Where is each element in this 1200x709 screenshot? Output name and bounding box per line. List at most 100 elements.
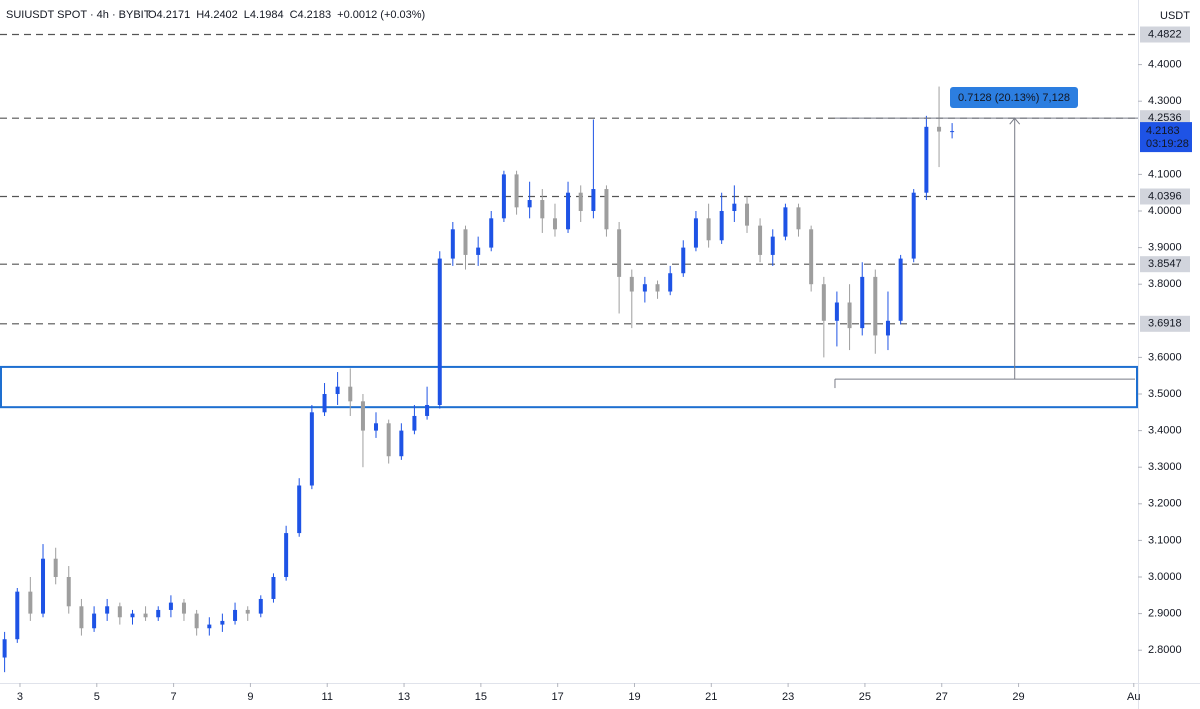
candle-body [425,404,430,416]
candle-body [732,203,737,212]
candle-body [629,276,634,292]
candle-body [578,192,583,212]
level-label: 3.6918 [1148,318,1182,330]
candle-body [719,211,724,241]
x-tick-label: 3 [17,691,23,703]
candle-body [258,598,263,614]
x-tick-label: 13 [398,691,410,703]
candle-body [156,609,161,618]
candle-body [950,131,955,133]
candle-body [809,229,814,285]
candle-body [860,276,865,329]
candle-body [168,602,173,610]
candle-body [399,430,404,457]
candle-body [655,284,660,292]
measure-label: 0.7128 (20.13%) 7,128 [958,92,1070,104]
y-tick-label: 3.0000 [1148,571,1182,583]
candle-body [2,639,7,658]
zone-box [0,365,1138,409]
candle-body [668,273,673,292]
last-price-bg [1140,122,1192,153]
level-label-bg [1140,315,1190,332]
candle-body [604,189,609,230]
candle-body [374,423,379,431]
candle-body [348,386,353,402]
candle-body [706,218,711,241]
candle-body [770,236,775,255]
candle-body [207,624,212,629]
candle-body [297,485,302,534]
level-label-bg [1140,26,1190,43]
candle-body [745,203,750,226]
candle-body [783,207,788,237]
ohlc-value: O4.2171 [148,9,190,21]
candle-body [117,606,122,618]
candle-body [412,415,417,431]
x-tick-label: 5 [94,691,100,703]
candle-body [476,247,481,255]
candle-body [28,591,33,614]
ohlc-value: L4.1984 [244,9,284,21]
ohlc-value: C4.2183 [290,9,332,21]
y-tick-label: 4.3000 [1148,95,1182,107]
currency: USDT [1160,10,1190,22]
candle-body [437,258,442,405]
x-tick-label: 7 [171,691,177,703]
x-tick-label: 15 [475,691,487,703]
candle-body [885,320,890,336]
y-tick-label: 3.2000 [1148,498,1182,510]
candle-body [130,613,135,618]
y-tick-label: 2.9000 [1148,608,1182,620]
x-tick-label: 21 [705,691,717,703]
candle-body [220,620,225,625]
level-label-bg [1140,256,1190,273]
candle-body [617,229,622,277]
candle-body [309,412,314,486]
level-label-bg [1140,188,1190,205]
y-tick-label: 3.3000 [1148,461,1182,473]
candle-body [834,302,839,321]
symbol: SUIUSDT SPOT · 4h · BYBIT [6,9,151,21]
candle-body [181,602,186,614]
candle-body [501,174,506,219]
y-tick-label: 3.9000 [1148,242,1182,254]
level-label: 4.2536 [1148,112,1182,124]
y-tick-label: 3.6000 [1148,351,1182,363]
candle-body [873,276,878,336]
level-label: 3.8547 [1148,258,1182,270]
x-tick-label: 11 [322,691,333,703]
y-tick-label: 4.0000 [1148,205,1182,217]
candle-body [898,258,903,321]
candle-body [105,606,110,614]
y-tick-label: 4.1000 [1148,168,1182,180]
y-tick-label: 4.4000 [1148,59,1182,71]
candle-body [552,218,557,230]
ohlc-value: H4.2402 [196,9,238,21]
x-tick-label: 29 [1012,691,1024,703]
x-tick-label: 17 [552,691,564,703]
candle-body [924,126,929,193]
candle-body [233,609,238,621]
candle-body [450,229,455,259]
candle-body [796,207,801,230]
x-tick-label: Au [1127,691,1140,703]
last-price: 4.2183 [1146,125,1180,137]
candle-body [937,126,942,132]
candle-body [79,606,84,629]
candle-body [591,189,596,212]
y-tick-label: 3.1000 [1148,534,1182,546]
candle-body [758,225,763,255]
y-tick-label: 3.4000 [1148,425,1182,437]
x-tick-label: 27 [936,691,948,703]
candle-body [284,533,289,578]
y-tick-label: 3.8000 [1148,278,1182,290]
candle-body [322,394,327,413]
candle-body [194,613,199,629]
candle-body [463,229,468,255]
candle-body [15,591,20,640]
candle-body [53,558,58,578]
candle-body [143,613,148,618]
countdown: 03:19:28 [1146,138,1189,150]
candle-body [92,613,97,629]
candle-body [66,577,71,607]
